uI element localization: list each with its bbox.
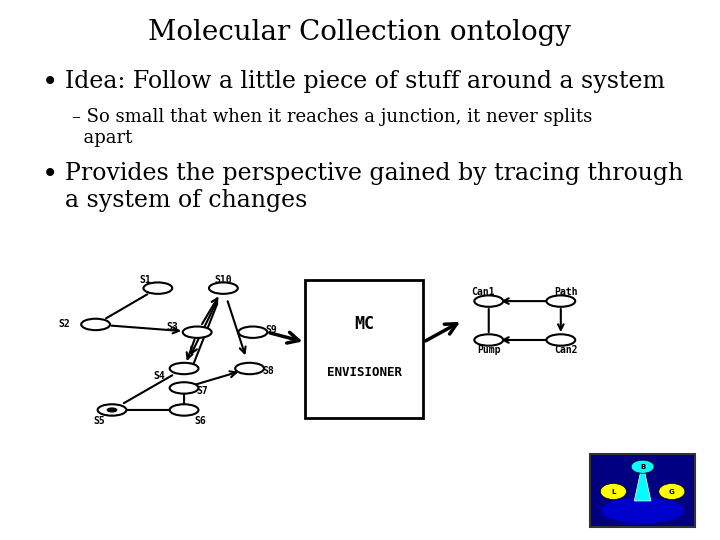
Text: S5: S5 xyxy=(93,416,105,426)
Text: Pump: Pump xyxy=(477,345,500,355)
Ellipse shape xyxy=(170,382,199,394)
Polygon shape xyxy=(634,462,651,501)
Text: ENVISIONER: ENVISIONER xyxy=(327,366,402,379)
Ellipse shape xyxy=(183,327,212,338)
Text: S8: S8 xyxy=(262,366,274,376)
Ellipse shape xyxy=(170,363,199,374)
Ellipse shape xyxy=(631,460,654,473)
Ellipse shape xyxy=(81,319,110,330)
Bar xyxy=(590,454,695,526)
Text: Provides the perspective gained by tracing through
a system of changes: Provides the perspective gained by traci… xyxy=(65,162,683,212)
Ellipse shape xyxy=(209,282,238,294)
Text: MC: MC xyxy=(354,315,374,333)
Text: – So small that when it reaches a junction, it never splits
  apart: – So small that when it reaches a juncti… xyxy=(72,108,593,147)
Text: S10: S10 xyxy=(215,275,232,285)
Text: S2: S2 xyxy=(58,320,70,329)
Bar xyxy=(305,280,423,418)
Text: S4: S4 xyxy=(153,371,165,381)
Ellipse shape xyxy=(238,327,267,338)
Ellipse shape xyxy=(170,404,199,416)
Text: G: G xyxy=(669,489,675,495)
Ellipse shape xyxy=(546,334,575,346)
Ellipse shape xyxy=(601,498,684,523)
Ellipse shape xyxy=(474,334,503,346)
Text: S6: S6 xyxy=(194,416,207,426)
Text: Molecular Collection ontology: Molecular Collection ontology xyxy=(148,19,572,46)
Ellipse shape xyxy=(107,408,117,412)
Text: B: B xyxy=(640,464,645,470)
Ellipse shape xyxy=(546,295,575,307)
Text: •: • xyxy=(42,162,58,189)
Text: Can1: Can1 xyxy=(472,287,495,298)
Text: L: L xyxy=(611,489,616,495)
Text: Path: Path xyxy=(554,287,577,298)
Text: S3: S3 xyxy=(166,321,178,332)
Ellipse shape xyxy=(235,363,264,374)
Ellipse shape xyxy=(98,404,127,416)
Text: Idea: Follow a little piece of stuff around a system: Idea: Follow a little piece of stuff aro… xyxy=(65,70,665,93)
Ellipse shape xyxy=(600,483,626,500)
Ellipse shape xyxy=(143,282,172,294)
Text: S1: S1 xyxy=(139,275,150,285)
Text: S9: S9 xyxy=(266,325,277,335)
Ellipse shape xyxy=(474,295,503,307)
Ellipse shape xyxy=(659,483,685,500)
Text: •: • xyxy=(42,70,58,97)
Text: Can2: Can2 xyxy=(554,345,577,355)
Text: S7: S7 xyxy=(197,386,208,395)
